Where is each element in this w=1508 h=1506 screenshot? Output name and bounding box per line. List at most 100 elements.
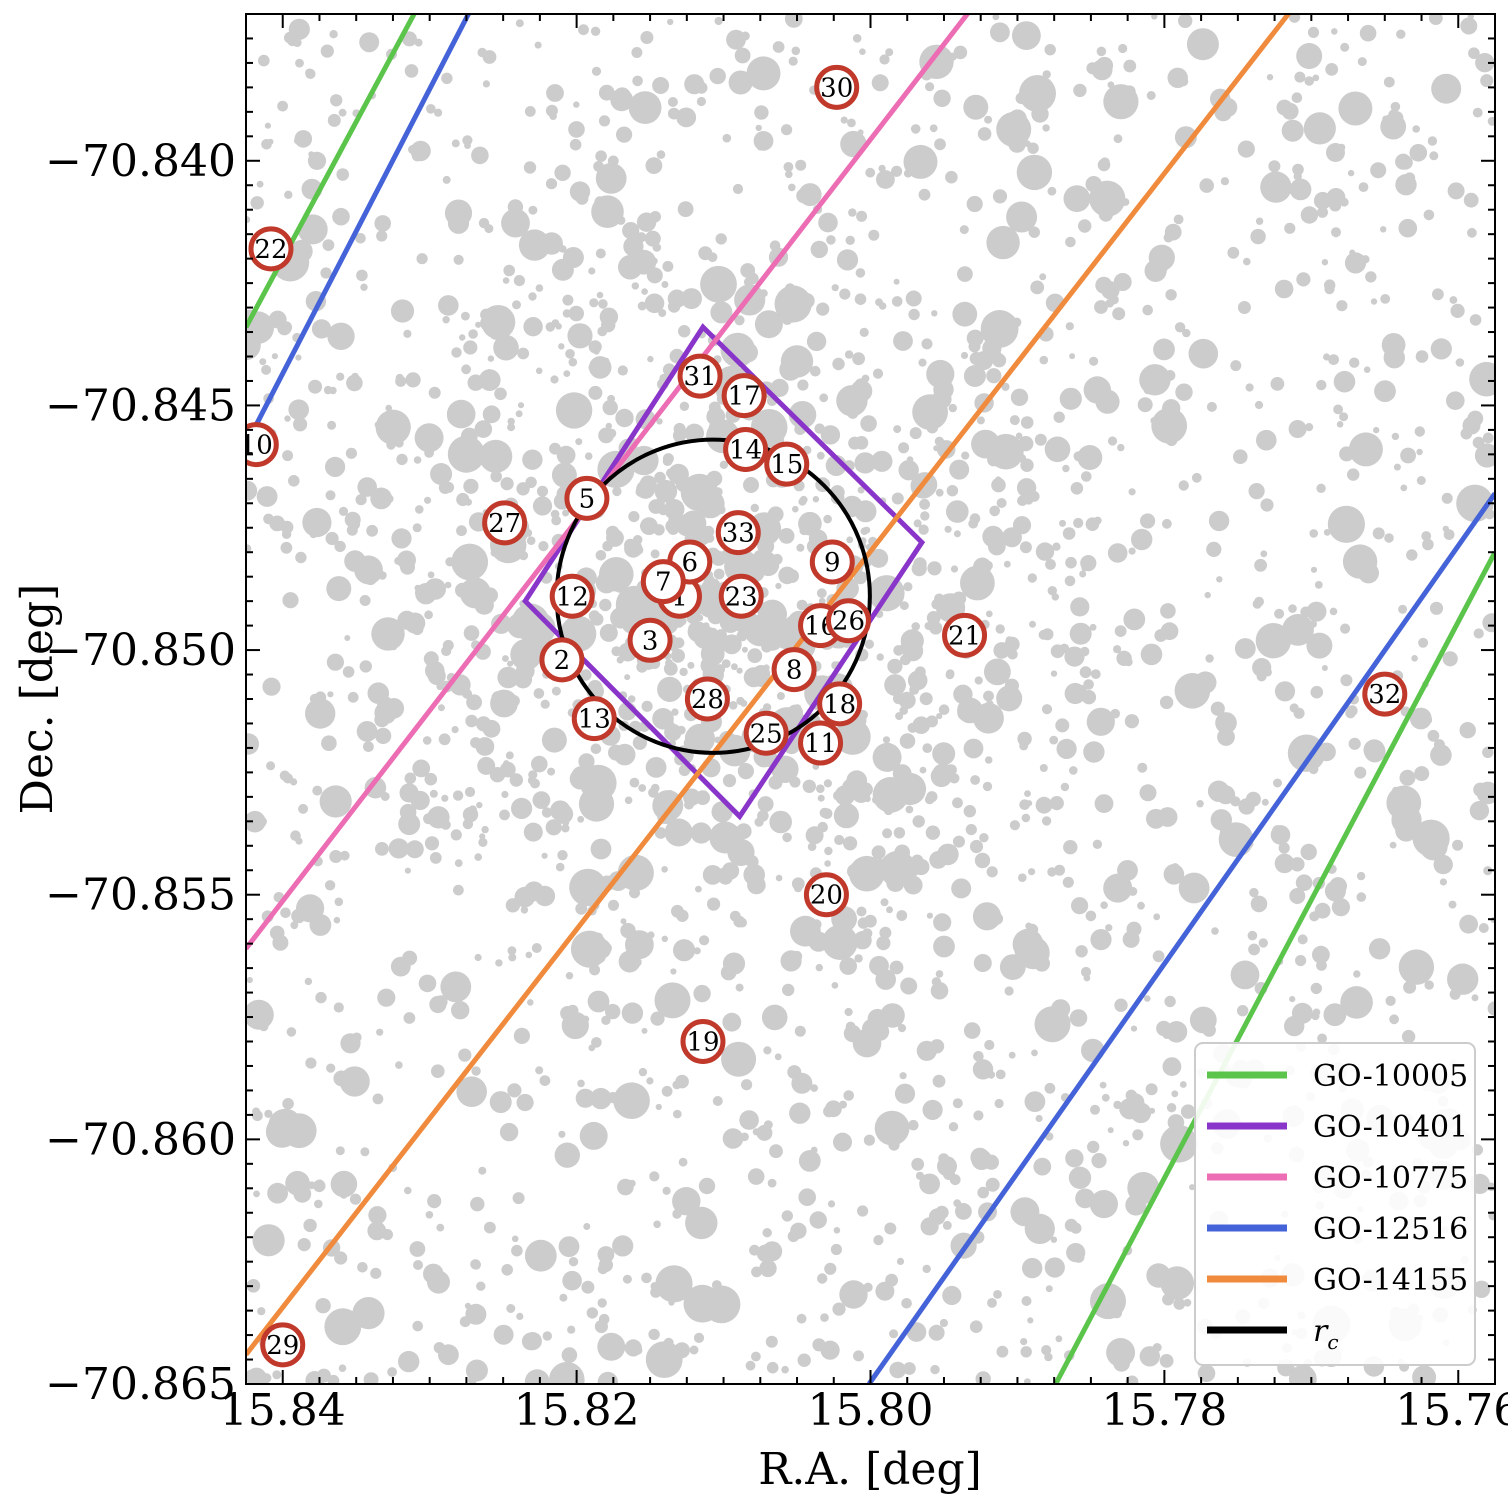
field-star (491, 691, 506, 705)
field-star (1152, 950, 1165, 963)
source-label: 32 (1368, 680, 1401, 710)
field-star (631, 47, 643, 58)
field-star (1400, 447, 1416, 464)
source-ring (817, 681, 863, 727)
field-star (955, 1203, 972, 1220)
source-ring (721, 373, 767, 419)
field-star (551, 686, 561, 696)
field-star (654, 827, 667, 839)
field-star (1474, 443, 1495, 468)
field-star (1391, 432, 1400, 441)
field-star (410, 790, 430, 811)
field-star (985, 1177, 1000, 1192)
field-star (1469, 801, 1490, 821)
field-star (1114, 309, 1123, 317)
field-star (584, 452, 593, 461)
field-star (503, 264, 515, 277)
field-star (599, 623, 618, 642)
field-star (1295, 874, 1313, 891)
field-star (375, 727, 392, 745)
field-star (949, 1174, 961, 1186)
field-star (1411, 655, 1418, 662)
field-star (722, 774, 737, 788)
field-star (776, 301, 791, 316)
field-star (404, 612, 426, 634)
field-star (539, 1075, 551, 1086)
field-star (632, 735, 648, 750)
field-star (879, 926, 892, 939)
field-star (876, 653, 884, 661)
field-star (1126, 921, 1142, 937)
source-label: 11 (804, 729, 837, 759)
field-star (1051, 593, 1060, 601)
field-star (508, 953, 517, 962)
field-star (664, 723, 682, 742)
field-star (1363, 366, 1371, 374)
field-star (1276, 99, 1293, 116)
field-star (721, 659, 731, 668)
field-star (575, 1088, 595, 1108)
field-star (707, 897, 721, 911)
field-star (709, 67, 726, 85)
source-marker-21: 21 (942, 612, 988, 658)
field-star (282, 450, 294, 462)
field-star (468, 329, 478, 339)
field-star (728, 70, 753, 95)
field-star (1355, 1003, 1363, 1011)
field-star (661, 935, 668, 942)
field-star (1097, 158, 1111, 172)
field-star (924, 622, 933, 630)
field-star (927, 561, 942, 576)
field-star (893, 772, 927, 806)
field-star (1021, 1257, 1043, 1279)
field-star (319, 785, 352, 818)
field-star (424, 772, 438, 786)
field-star (590, 743, 602, 755)
field-star (650, 1286, 662, 1298)
field-star (684, 74, 705, 95)
field-star (1430, 338, 1452, 360)
field-star (802, 779, 816, 793)
source-ring (680, 1019, 726, 1064)
field-star (673, 1342, 690, 1359)
field-star (1356, 871, 1366, 881)
field-star (938, 1153, 950, 1164)
field-star (931, 310, 938, 317)
field-star (482, 405, 501, 424)
source-label: 33 (722, 519, 755, 549)
field-star (284, 415, 291, 422)
field-star (1019, 541, 1032, 554)
field-star (281, 529, 292, 539)
field-star (1030, 280, 1045, 295)
field-star (467, 374, 484, 391)
source-ring (677, 353, 723, 399)
field-star (882, 736, 891, 744)
field-star (1018, 873, 1027, 882)
field-star (1372, 527, 1385, 540)
field-star (1487, 116, 1495, 126)
field-star (700, 492, 710, 501)
field-star (788, 183, 796, 192)
field-star (1260, 171, 1292, 203)
field-star (657, 676, 683, 703)
field-star (271, 353, 278, 360)
field-star (509, 773, 523, 787)
field-star (921, 338, 933, 350)
field-star (510, 797, 533, 820)
field-star (926, 611, 941, 625)
field-star (651, 1173, 658, 1180)
x-tick-label: 15.76 (1395, 1385, 1508, 1436)
field-star (424, 836, 440, 851)
field-star (889, 960, 904, 975)
field-star (437, 704, 445, 712)
field-star (1270, 377, 1285, 391)
field-star (364, 572, 377, 586)
field-star (1312, 945, 1330, 964)
field-star (246, 544, 252, 553)
field-star (1062, 876, 1074, 888)
field-star (664, 818, 693, 847)
source-label: 17 (728, 382, 761, 412)
field-star (757, 599, 788, 629)
field-star (329, 30, 338, 39)
field-star (359, 32, 380, 53)
